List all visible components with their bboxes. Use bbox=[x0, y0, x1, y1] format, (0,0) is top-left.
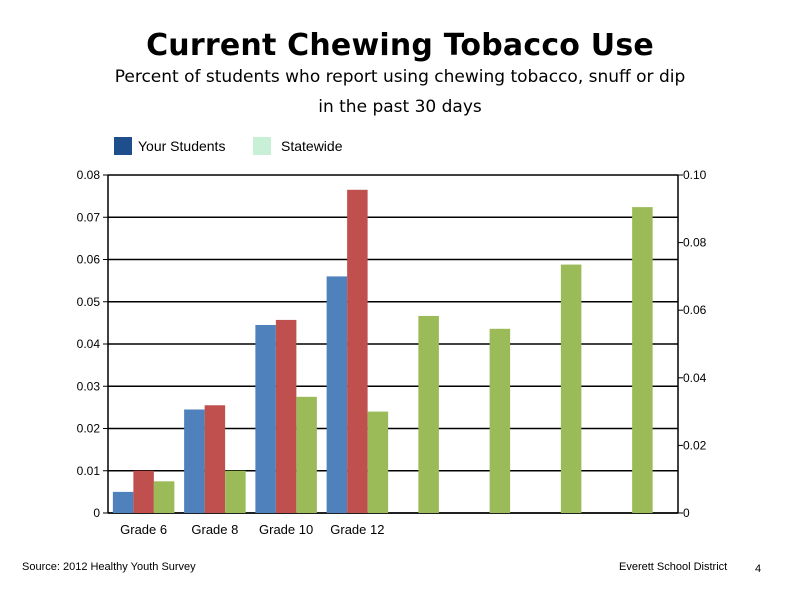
bar-grade-12-series-2 bbox=[347, 189, 368, 513]
right-axis-tick-label: 0.10 bbox=[683, 168, 707, 182]
left-axis-tick-label: 0.01 bbox=[77, 464, 101, 478]
right-axis-tick-label: 0.06 bbox=[683, 303, 707, 317]
chart-title: Current Chewing Tobacco Use bbox=[146, 28, 654, 63]
legend-item-statewide: Statewide bbox=[253, 137, 342, 155]
left-axis-tick-label: 0.08 bbox=[77, 168, 101, 182]
x-axis-tick-label: Grade 6 bbox=[120, 522, 167, 537]
bar-group-8-series-4 bbox=[632, 207, 653, 514]
chart-subtitle-line-1: Percent of students who report using che… bbox=[114, 67, 686, 87]
right-axis-tick-label: 0.02 bbox=[683, 438, 707, 452]
bar-grade-6-series-3 bbox=[153, 481, 175, 513]
bar-grade-6-series-1 bbox=[112, 491, 134, 513]
x-axis-tick-label: Grade 10 bbox=[259, 522, 313, 537]
left-axis-tick-label: 0 bbox=[93, 506, 100, 520]
x-axis-tick-label: Grade 12 bbox=[330, 522, 384, 537]
source-note: Source: 2012 Healthy Youth Survey bbox=[22, 561, 196, 573]
bar-grade-12-series-1 bbox=[326, 276, 348, 513]
right-axis-tick-label: 0.08 bbox=[683, 236, 707, 250]
left-axis-tick-label: 0.04 bbox=[77, 337, 101, 351]
right-axis-tick-label: 0 bbox=[683, 506, 690, 520]
bar-grade-12-series-3 bbox=[367, 411, 389, 513]
page-number: 4 bbox=[755, 563, 762, 575]
legend-swatch-your-students bbox=[114, 137, 132, 155]
bar-grade-8-series-3 bbox=[225, 470, 246, 513]
bar-group-6-series-4 bbox=[489, 328, 511, 513]
chart-subtitle-line-2: in the past 30 days bbox=[318, 97, 482, 117]
bar-grade-6-series-2 bbox=[133, 470, 154, 513]
left-axis-tick-label: 0.05 bbox=[77, 295, 101, 309]
district-name: Everett School District bbox=[619, 561, 728, 573]
right-axis-tick-label: 0.04 bbox=[683, 371, 707, 385]
bar-grade-8-series-2 bbox=[204, 405, 226, 513]
left-axis-tick-label: 0.06 bbox=[77, 253, 101, 267]
legend-item-your-students: Your Students bbox=[114, 137, 225, 155]
left-axis-tick-label: 0.03 bbox=[77, 379, 101, 393]
left-axis-tick-label: 0.07 bbox=[77, 210, 101, 224]
bar-grade-10-series-2 bbox=[275, 319, 297, 513]
left-axis-tick-label: 0.02 bbox=[77, 422, 101, 436]
legend-label-statewide: Statewide bbox=[281, 138, 343, 154]
x-axis-tick-label: Grade 8 bbox=[191, 522, 238, 537]
legend-label-your-students: Your Students bbox=[138, 138, 226, 154]
bar-grade-10-series-1 bbox=[255, 324, 276, 513]
bar-grade-8-series-1 bbox=[184, 409, 205, 513]
bar-grade-10-series-3 bbox=[296, 396, 317, 513]
bar-group-5-series-4 bbox=[418, 315, 439, 513]
bar-group-7-series-4 bbox=[560, 264, 582, 513]
legend-swatch-statewide bbox=[253, 137, 271, 155]
